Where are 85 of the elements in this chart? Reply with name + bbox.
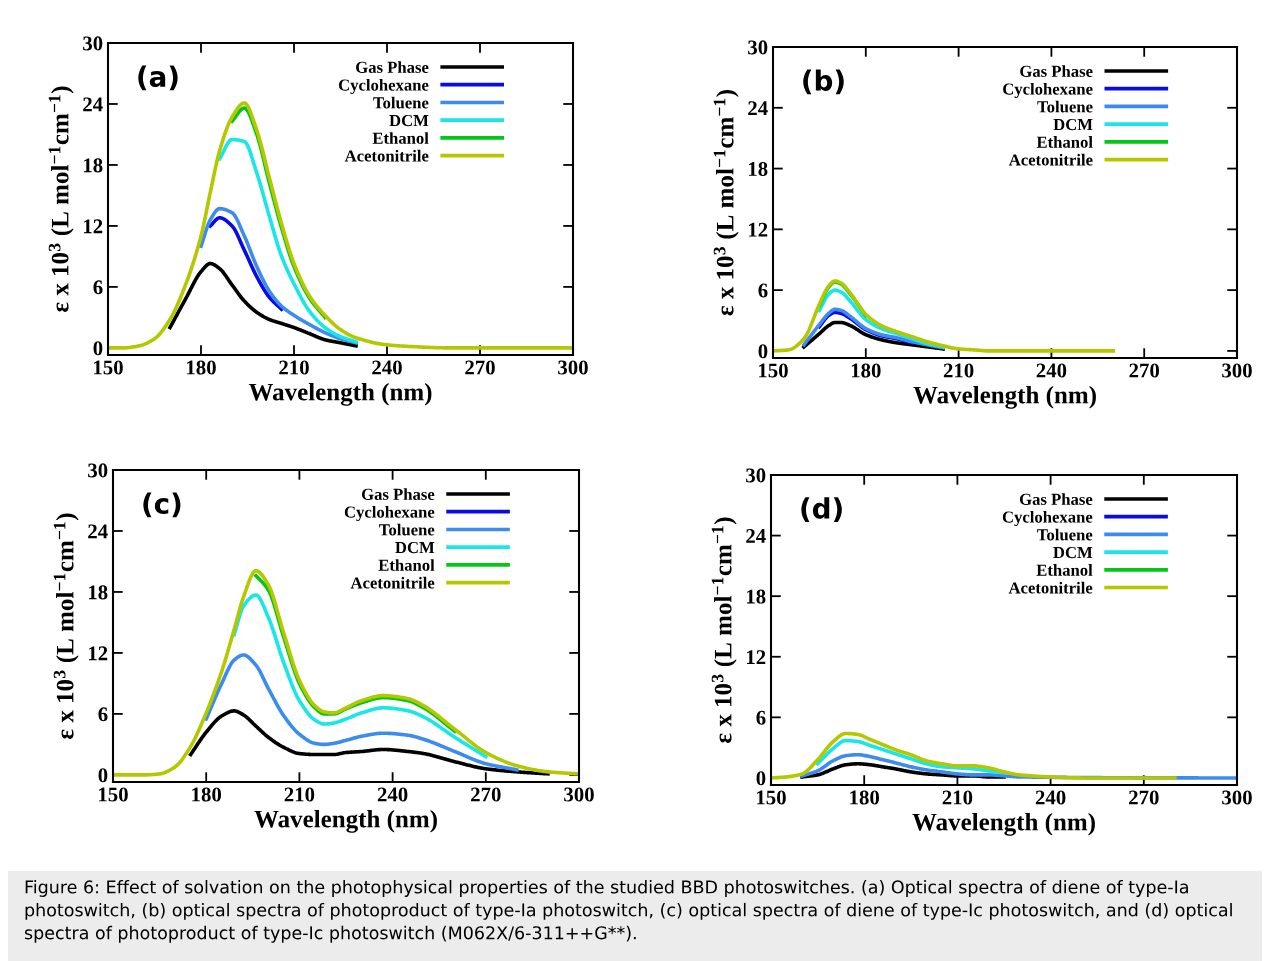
- x-tick-label: 180: [851, 363, 881, 378]
- legend-label: DCM: [395, 541, 435, 554]
- y-tick-label: 18: [83, 158, 103, 173]
- y-tick-label: 24: [88, 524, 108, 539]
- legend-label: Ethanol: [1036, 136, 1093, 148]
- annotation: (d): [801, 497, 842, 523]
- y-tick-label: 30: [83, 36, 103, 51]
- y-axis-title: ε x 10$^{3}$ (L mol$^{−1}$cm$^{−1}$): [48, 86, 74, 312]
- legend-label: Acetonitrile: [1008, 153, 1093, 166]
- y-axis-title: ε x 10$^{3}$ (L mol$^{−1}$cm$^{−1}$): [53, 513, 79, 739]
- y-tick-label: 18: [746, 589, 766, 604]
- x-tick-label: 150: [757, 790, 786, 805]
- x-tick-label: 150: [94, 360, 123, 375]
- y-tick-label: 30: [746, 468, 766, 483]
- legend-label: Cyclohexane: [1003, 82, 1093, 99]
- x-tick-label: 240: [1035, 790, 1066, 805]
- y-tick-label: 30: [88, 463, 108, 478]
- x-tick-label: 180: [850, 790, 880, 805]
- x-tick-label: 300: [564, 787, 594, 802]
- x-tick-label: 210: [943, 363, 974, 378]
- y-axis-title: ε x 10$^{3}$ (L mol$^{−1}$cm$^{−1}$): [713, 90, 739, 316]
- legend-label: Toluene: [1037, 528, 1093, 541]
- legend-label: Gas Phase: [361, 488, 435, 500]
- legend-label: DCM: [1053, 118, 1093, 131]
- y-tick-label: 0: [98, 768, 108, 783]
- legend-label: Toluene: [379, 523, 435, 536]
- x-tick-label: 270: [1129, 790, 1159, 805]
- legend-label: Gas Phase: [356, 61, 429, 73]
- caption: Figure 6: Effect of solvation on the photophysical properties of the studied BBD photoswitches. (a) Optical spectra of diene of type-Ia photoswitch, (b) optical spectra of photoproduct of type-Ia photoswitch, (c) optical spectra of diene of type-Ic photoswitch, and (d) optical spectra of photoproduct of type-Ic photoswitch (M062X/6-311++G**).: [24, 880, 1232, 943]
- legend-label: Ethanol: [372, 132, 429, 144]
- y-axis-title: ε x 10$^{3}$ (L mol$^{−1}$cm$^{−1}$): [711, 517, 737, 743]
- x-tick-label: 270: [465, 360, 495, 375]
- x-tick-label: 210: [284, 787, 315, 802]
- legend-label: DCM: [1053, 546, 1093, 559]
- x-tick-label: 150: [759, 363, 788, 378]
- legend-label: Cyclohexane: [344, 505, 435, 522]
- legend-label: Gas Phase: [1019, 493, 1093, 505]
- annotation: (a): [138, 65, 178, 91]
- y-tick-label: 6: [758, 283, 768, 298]
- y-tick-label: 0: [758, 344, 768, 359]
- legend-label: Acetonitrile: [350, 576, 435, 589]
- x-tick-label: 240: [372, 360, 402, 375]
- y-tick-label: 6: [93, 280, 103, 295]
- x-tick-label: 180: [187, 360, 216, 375]
- x-axis-title: Wavelength (nm): [912, 812, 1095, 836]
- y-tick-label: 0: [93, 341, 103, 356]
- x-tick-label: 240: [1036, 363, 1067, 378]
- y-tick-label: 12: [83, 219, 103, 234]
- y-tick-label: 6: [98, 707, 108, 722]
- x-tick-label: 210: [279, 360, 309, 375]
- legend-label: Cyclohexane: [338, 78, 429, 95]
- annotation: (c): [143, 492, 181, 518]
- x-tick-label: 300: [1222, 790, 1252, 805]
- x-tick-label: 210: [942, 790, 973, 805]
- y-tick-label: 12: [88, 646, 108, 661]
- legend-label: Ethanol: [378, 559, 435, 571]
- x-tick-label: 180: [192, 787, 222, 802]
- y-tick-label: 12: [748, 222, 768, 237]
- legend-label: Acetonitrile: [344, 149, 429, 162]
- x-tick-label: 270: [1129, 363, 1160, 378]
- y-tick-label: 18: [88, 585, 108, 600]
- legend-label: DCM: [389, 114, 429, 127]
- y-tick-label: 30: [748, 40, 768, 55]
- legend-label: Acetonitrile: [1008, 581, 1093, 594]
- legend-label: Cyclohexane: [1002, 510, 1093, 527]
- x-tick-label: 270: [471, 787, 501, 802]
- y-tick-label: 24: [83, 97, 103, 112]
- x-tick-label: 150: [99, 787, 128, 802]
- y-tick-label: 18: [748, 161, 768, 176]
- x-axis-title: Wavelength (nm): [254, 809, 437, 833]
- x-tick-label: 300: [1222, 363, 1252, 378]
- x-tick-label: 240: [377, 787, 408, 802]
- legend-label: Toluene: [373, 96, 429, 109]
- y-tick-label: 24: [748, 101, 768, 116]
- x-axis-title: Wavelength (nm): [248, 382, 432, 406]
- y-tick-label: 6: [756, 710, 766, 725]
- annotation: (b): [803, 69, 844, 95]
- x-tick-label: 300: [558, 360, 588, 375]
- y-tick-label: 0: [756, 771, 766, 786]
- y-tick-label: 12: [746, 650, 766, 664]
- x-axis-title: Wavelength (nm): [913, 385, 1096, 409]
- y-tick-label: 24: [746, 529, 766, 543]
- legend-label: Gas Phase: [1020, 65, 1093, 77]
- legend-label: Ethanol: [1036, 564, 1093, 576]
- legend-label: Toluene: [1037, 100, 1093, 113]
